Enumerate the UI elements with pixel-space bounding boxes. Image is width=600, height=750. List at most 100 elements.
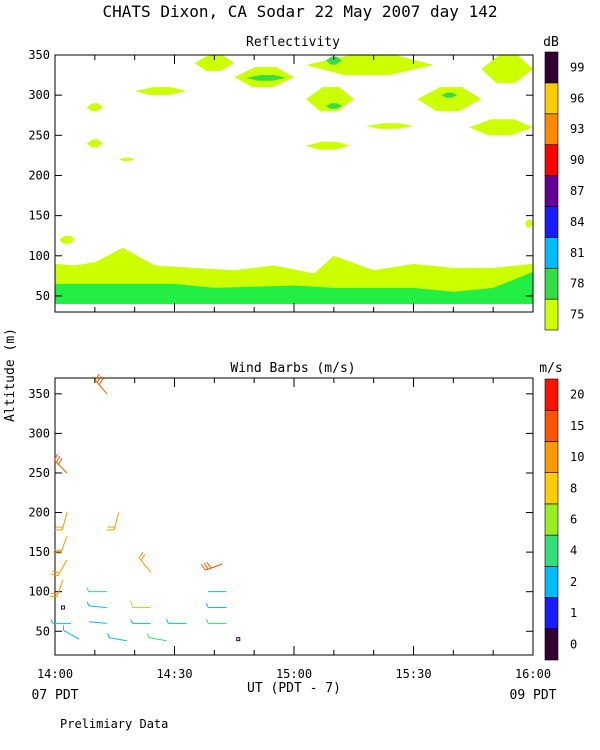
wind-colorbar-swatch [544,566,559,598]
reflectivity-y-tick-label: 300 [28,88,50,102]
wind-barb-feather [140,554,146,561]
reflectivity-colorbar-unit: dB [543,35,559,50]
wind-barb-feather [205,603,209,608]
wind-barb-feather [166,619,169,624]
wind-barb-feather [138,551,144,559]
wind-barb-feather [52,570,60,574]
wind-barbs-frame [54,377,534,656]
calm-marker [60,605,65,610]
reflectivity-y-axis: 50 100 150 200 250 300 350 [28,48,533,303]
reflectivity-patch [441,92,458,98]
wind-barb-feather [130,600,134,608]
time-axis-label: UT (PDT - 7) [247,681,341,696]
wind-colorbar-swatch [544,409,559,442]
wind-barb-staff [148,637,167,642]
wind-colorbar-label: 10 [570,450,584,464]
wind-y-tick-label: 250 [28,466,50,480]
wind-barb-staff [63,629,80,640]
wind-barb-feather [53,552,61,554]
wind-barb-feather [53,453,59,461]
reflectivity-patch [86,103,103,112]
reflectivity-colorbar: 75 78 81 84 87 90 93 96 99 [544,51,584,331]
reflectivity-y-tick-label: 100 [28,249,50,263]
wind-barb-feather [98,378,104,385]
reflectivity-patch [134,87,187,96]
reflectivity-patch [417,87,482,112]
wind-y-tick-label: 50 [36,624,50,638]
wind-x-axis [54,378,534,655]
reflectivity-fills [55,55,533,312]
reflectivity-patch [118,157,135,162]
reflectivity-colorbar-label: 99 [570,60,584,74]
reflectivity-patch [481,55,533,84]
wind-colorbar-label: 15 [570,419,584,433]
wind-colorbar-label: 8 [570,481,577,495]
wind-y-tick-label: 300 [28,426,50,440]
reflectivity-y-tick-label: 250 [28,128,50,142]
reflectivity-patch [305,55,434,76]
wind-y-axis: 50 100 150 200 250 300 350 [28,387,533,638]
wind-colorbar-swatch [544,441,559,473]
reflectivity-layer [55,271,533,312]
time-tick-labels: 14:00 14:30 15:00 15:30 16:00 [37,667,551,681]
wind-barb-feather [130,619,134,624]
wind-barb-feather [50,592,58,595]
wind-barb-feather [86,587,90,592]
wind-barb-feather [50,619,54,624]
reflectivity-colorbar-swatch [544,144,559,176]
wind-colorbar: 0 1 2 4 6 8 10 15 20 [544,378,584,661]
reflectivity-colorbar-label: 84 [570,215,584,229]
reflectivity-colorbar-swatch [544,237,559,269]
reflectivity-patch [246,75,287,81]
wind-colorbar-label: 0 [570,637,577,651]
wind-barb-feather [58,457,63,465]
wind-colorbar-label: 6 [570,513,577,527]
wind-colorbar-unit: m/s [539,361,562,376]
wind-colorbar-label: 4 [570,544,577,558]
wind-y-tick-label: 200 [28,506,50,520]
wind-barb-staff [88,621,107,624]
reflectivity-colorbar-swatch [544,298,559,331]
reflectivity-y-tick-label: 150 [28,209,50,223]
time-tick-label: 16:00 [515,667,551,681]
reflectivity-colorbar-label: 78 [570,277,584,291]
wind-colorbar-label: 2 [570,575,577,589]
reflectivity-colorbar-swatch [544,206,559,238]
wind-colorbar-swatch [544,378,559,411]
wind-barb-feather [49,595,57,598]
wind-barb-feather [96,376,102,383]
wind-y-tick-label: 100 [28,585,50,599]
reflectivity-colorbar-swatch [544,267,559,300]
wind-barb-feather [86,601,90,607]
reflectivity-x-axis [54,55,534,312]
wind-barb-feather [203,562,209,570]
reflectivity-colorbar-label: 90 [570,153,584,167]
wind-colorbar-swatch [544,472,559,505]
reflectivity-y-tick-label: 350 [28,48,50,62]
reflectivity-patch [365,123,414,129]
wind-barb-feather [200,563,206,571]
reflectivity-colorbar-label: 93 [570,122,584,136]
reflectivity-patch [86,139,103,148]
reflectivity-colorbar-label: 81 [570,246,584,260]
wind-y-tick-label: 350 [28,387,50,401]
reflectivity-colorbar-label: 96 [570,91,584,105]
wind-colorbar-label: 1 [570,606,577,620]
reflectivity-patch [325,56,342,65]
wind-barb-feather [54,549,62,551]
reflectivity-y-tick-label: 50 [36,289,50,303]
reflectivity-patch [58,235,75,244]
wind-colorbar-label: 20 [570,388,584,402]
end-local-time: 09 PDT [510,688,557,703]
reflectivity-colorbar-swatch [544,175,559,207]
reflectivity-patch [469,119,533,136]
wind-barb-feather [94,373,100,381]
reflectivity-colorbar-label: 87 [570,184,584,198]
wind-y-tick-label: 150 [28,545,50,559]
wind-barb-feather [205,619,209,624]
time-tick-label: 15:00 [276,667,312,681]
reflectivity-patch [325,103,342,109]
